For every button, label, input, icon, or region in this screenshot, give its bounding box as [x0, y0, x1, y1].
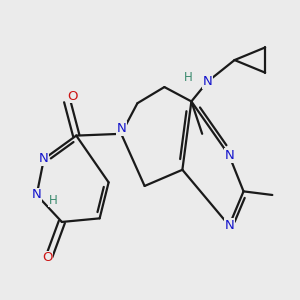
Text: O: O: [42, 251, 53, 264]
Text: N: N: [39, 152, 49, 166]
Text: N: N: [116, 122, 126, 135]
Text: H: H: [183, 71, 192, 84]
Text: N: N: [224, 219, 234, 232]
Text: N: N: [32, 188, 41, 202]
Text: N: N: [203, 75, 212, 88]
Text: O: O: [68, 89, 78, 103]
Text: H: H: [49, 194, 57, 207]
Text: N: N: [224, 149, 234, 162]
